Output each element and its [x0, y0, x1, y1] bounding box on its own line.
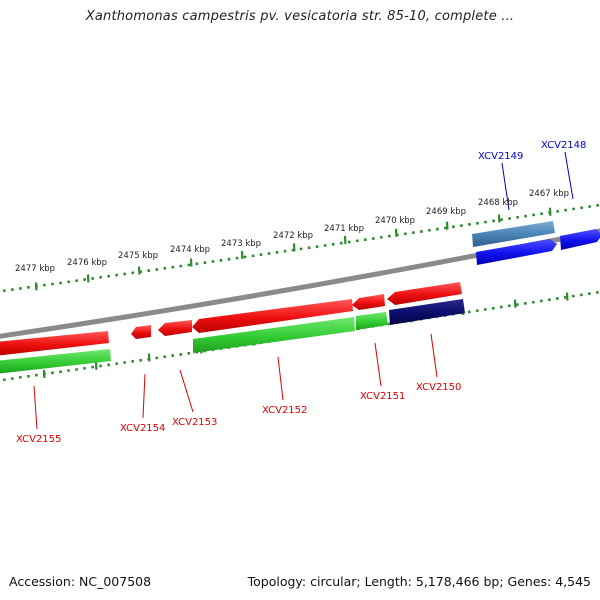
gene-label-xcv2151[interactable]: XCV2151 [360, 391, 405, 402]
gene-label-xcv2148[interactable]: XCV2148 [541, 140, 586, 151]
label-line-xcv2150 [430, 333, 438, 378]
label-line-xcv2153 [179, 369, 194, 413]
label-line-xcv2152 [277, 356, 284, 401]
gene-label-xcv2154[interactable]: XCV2154 [120, 423, 165, 434]
label-line-xcv2154 [142, 373, 146, 419]
ruler-label: 2476 kbp [67, 258, 107, 268]
ruler-label: 2472 kbp [273, 231, 313, 241]
gene-label-xcv2149[interactable]: XCV2149 [478, 151, 523, 162]
accession-text: Accession: NC_007508 [9, 574, 152, 589]
ruler-label: 2473 kbp [221, 239, 261, 249]
label-line-xcv2151 [374, 342, 382, 387]
label-line-xcv2149 [501, 162, 510, 211]
ruler-label: 2474 kbp [170, 245, 210, 255]
map-title: Xanthomonas campestris pv. vesicatoria s… [85, 9, 515, 24]
gene-cds-xcv2149[interactable] [476, 239, 557, 265]
label-line-xcv2148 [564, 151, 574, 200]
label-line-xcv2155 [33, 385, 38, 430]
gene-cds-xcv2148[interactable] [560, 229, 600, 250]
gene-label-xcv2155[interactable]: XCV2155 [16, 434, 61, 445]
gene-feature-xcv2149[interactable] [472, 221, 555, 247]
ruler-label: 2475 kbp [118, 251, 158, 261]
gene-cds-xcv2153[interactable] [158, 320, 192, 336]
gene-feature-xcv2152[interactable] [193, 317, 355, 353]
gene-cds-xcv2152[interactable] [192, 299, 353, 333]
gene-label-xcv2150[interactable]: XCV2150 [416, 382, 461, 393]
ruler-label: 2470 kbp [375, 216, 415, 226]
gene-cds-xcv2155[interactable] [0, 331, 109, 356]
ruler-label: 2467 kbp [529, 189, 569, 199]
gene-cds-xcv2151[interactable] [352, 294, 385, 310]
gene-cds-xcv2150[interactable] [387, 282, 462, 305]
ruler-label: 2471 kbp [324, 224, 364, 234]
gene-feature-xcv2155[interactable] [0, 349, 111, 374]
gene-feature-xcv2150[interactable] [389, 299, 465, 325]
gene-label-xcv2153[interactable]: XCV2153 [172, 417, 217, 428]
gene-feature-xcv2151[interactable] [356, 312, 388, 330]
gene-label-xcv2152[interactable]: XCV2152 [262, 405, 307, 416]
ruler-outer-major-ticks [34, 207, 552, 291]
genome-summary-text: Topology: circular; Length: 5,178,466 bp… [247, 574, 591, 589]
ruler-label: 2469 kbp [426, 207, 466, 217]
ruler-label: 2477 kbp [15, 264, 55, 274]
gene-cds-xcv2154[interactable] [131, 325, 151, 339]
ruler-label: 2468 kbp [478, 198, 518, 208]
